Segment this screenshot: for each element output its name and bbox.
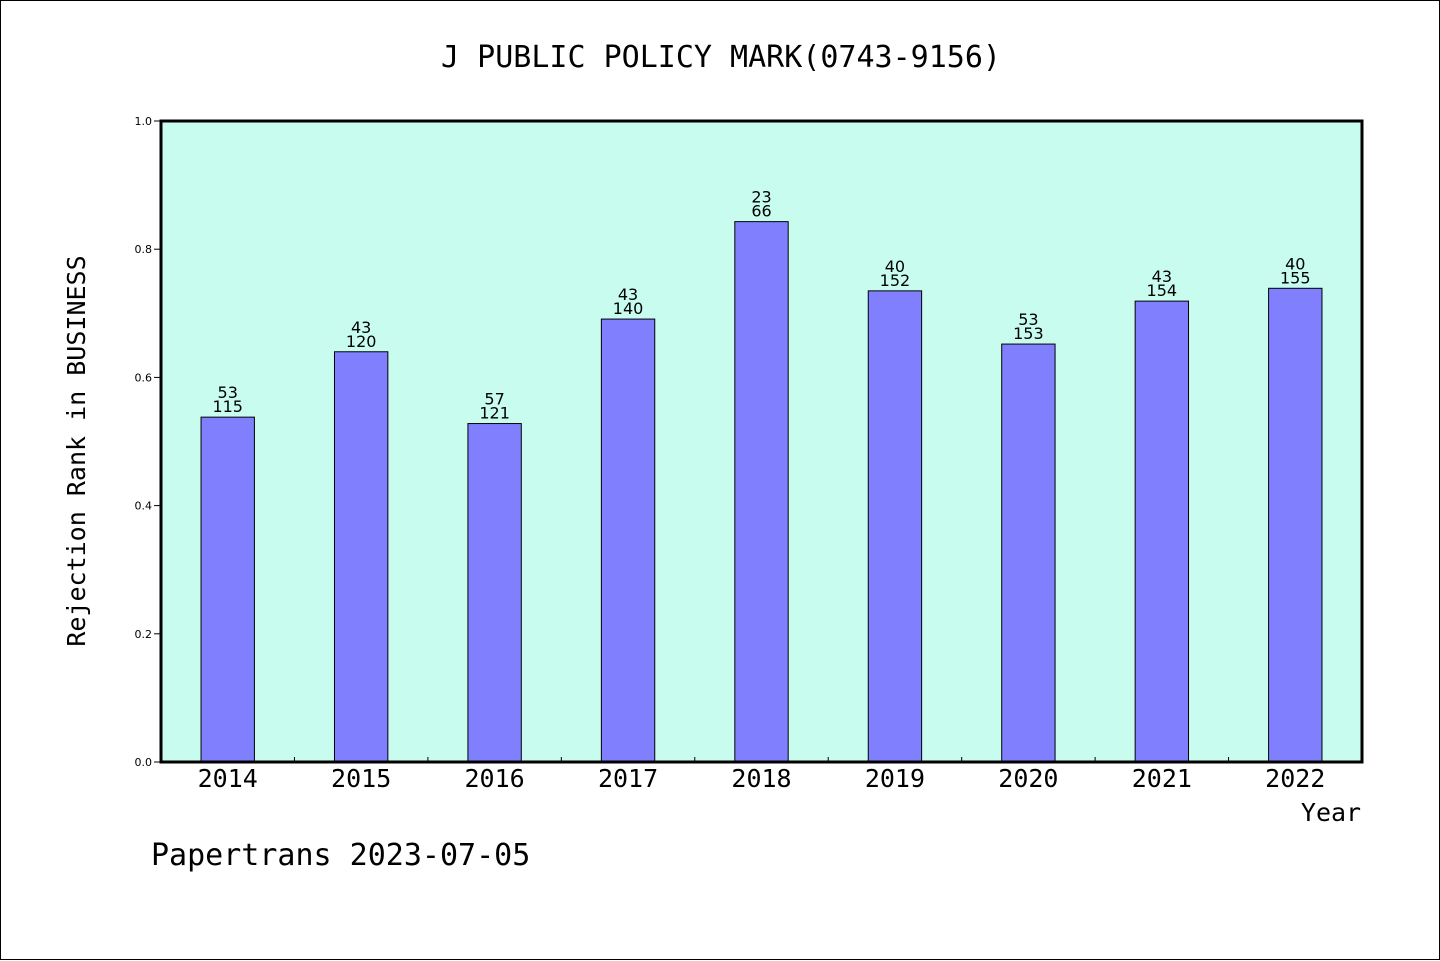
bar-label-bottom-2017: 140 (613, 299, 644, 318)
y-tick-label: 0.8 (135, 243, 153, 256)
y-axis-label: Rejection Rank in BUSINESS (62, 255, 91, 646)
x-tick-label: 2016 (465, 764, 525, 793)
bar-label-top-2022: 40 (1285, 254, 1305, 273)
bar-label-top-2020: 53 (1018, 310, 1038, 329)
y-tick-label: 0.6 (135, 371, 153, 384)
x-tick-label: 2019 (865, 764, 925, 793)
x-tick-label: 2018 (731, 764, 791, 793)
bar-2021 (1134, 300, 1190, 763)
bar-2020 (1001, 343, 1056, 763)
y-tick-label: 0.4 (135, 500, 153, 513)
bar-label-bottom-2022: 155 (1280, 268, 1311, 287)
bar-2017 (600, 318, 656, 763)
bar-label-bottom-2016: 121 (479, 404, 510, 423)
bar-2022 (1268, 287, 1323, 763)
bar-label-top-2019: 40 (885, 257, 905, 276)
x-tick-label: 2017 (598, 764, 658, 793)
bar-2018 (734, 221, 789, 763)
bar-label-top-2018: 23 (751, 188, 771, 207)
bar-label-bottom-2015: 120 (346, 332, 377, 351)
bar-label-bottom-2018: 66 (751, 202, 771, 221)
y-tick-label: 0.2 (135, 628, 153, 641)
chart-title: J PUBLIC POLICY MARK(0743-9156) (441, 40, 1001, 75)
bar-2019 (867, 290, 923, 763)
x-tick-label: 2020 (998, 764, 1058, 793)
bar-2014 (200, 416, 255, 763)
x-tick-label: 2022 (1265, 764, 1325, 793)
bar-label-bottom-2021: 154 (1147, 281, 1178, 300)
bar-label-bottom-2020: 153 (1013, 324, 1044, 343)
x-axis-label: Year (1301, 798, 1361, 827)
bar-label-top-2016: 57 (484, 390, 504, 409)
bar-label-top-2017: 43 (618, 285, 638, 304)
bar-2016 (467, 423, 522, 763)
x-tick-label: 2021 (1132, 764, 1192, 793)
bar-label-top-2015: 43 (351, 318, 371, 337)
bar-label-bottom-2014: 115 (212, 397, 243, 416)
x-tick-label: 2015 (331, 764, 391, 793)
bar-label-top-2014: 53 (218, 383, 238, 402)
plot-border (159, 119, 1364, 764)
bar-2015 (333, 351, 389, 763)
x-axis: 2014 2015 2016 2017 2018 2019 2020 2021 2022 (198, 757, 1325, 793)
x-tick-label: 2014 (198, 764, 258, 793)
footer-text: Papertrans 2023-07-05 (151, 838, 530, 873)
y-tick-label: 1.0 (135, 115, 153, 128)
y-axis: 0.0 0.2 0.4 0.6 0.8 1.0 (135, 115, 161, 769)
y-tick-label: 0.0 (135, 756, 153, 769)
bar-label-bottom-2019: 152 (880, 271, 911, 290)
bar-label-top-2021: 43 (1152, 267, 1172, 286)
